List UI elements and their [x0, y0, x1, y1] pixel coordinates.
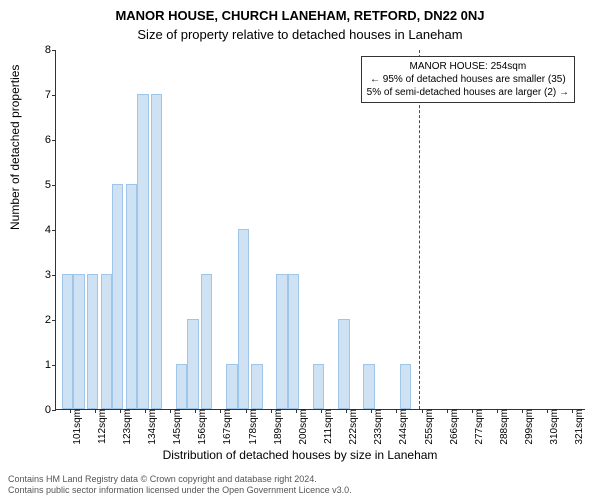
histogram-bar	[238, 229, 249, 409]
histogram-bar	[87, 274, 98, 409]
histogram-bar	[363, 364, 374, 409]
x-tick: 299sqm	[522, 409, 535, 445]
x-tick: 255sqm	[422, 409, 435, 445]
footer-attribution: Contains HM Land Registry data © Crown c…	[8, 474, 352, 496]
y-tick-mark	[52, 230, 56, 231]
x-axis-label: Distribution of detached houses by size …	[0, 448, 600, 462]
x-tick: 200sqm	[296, 409, 309, 445]
y-tick-mark	[52, 185, 56, 186]
y-tick-mark	[52, 365, 56, 366]
x-tick-mark	[572, 409, 573, 413]
x-tick: 288sqm	[497, 409, 510, 445]
x-tick-mark	[120, 409, 121, 413]
histogram-bar	[101, 274, 112, 409]
x-tick-mark	[220, 409, 221, 413]
x-tick: 321sqm	[572, 409, 585, 445]
x-tick: 167sqm	[220, 409, 233, 445]
x-tick: 178sqm	[246, 409, 259, 445]
annotation-title: MANOR HOUSE: 254sqm	[367, 60, 569, 73]
y-tick-mark	[52, 320, 56, 321]
x-tick: 189sqm	[271, 409, 284, 445]
x-tick-mark	[522, 409, 523, 413]
y-tick-mark	[52, 140, 56, 141]
x-tick: 101sqm	[70, 409, 83, 445]
histogram-bar	[313, 364, 324, 409]
x-tick: 233sqm	[371, 409, 384, 445]
y-tick-mark	[52, 95, 56, 96]
x-tick-mark	[547, 409, 548, 413]
histogram-bar	[73, 274, 84, 409]
x-tick: 244sqm	[396, 409, 409, 445]
annotation-box: MANOR HOUSE: 254sqm← 95% of detached hou…	[361, 56, 575, 103]
histogram-bar	[400, 364, 411, 409]
x-tick-mark	[170, 409, 171, 413]
x-tick: 211sqm	[321, 409, 334, 444]
x-tick-mark	[145, 409, 146, 413]
histogram-bar	[288, 274, 299, 409]
annotation-larger: 5% of semi-detached houses are larger (2…	[367, 86, 569, 99]
x-tick-mark	[95, 409, 96, 413]
plot-area: 012345678101sqm112sqm123sqm134sqm145sqm1…	[55, 50, 585, 410]
histogram-bar	[126, 184, 137, 409]
histogram-bar	[338, 319, 349, 409]
x-tick-mark	[447, 409, 448, 413]
histogram-bar	[137, 94, 148, 409]
property-marker-line	[419, 50, 420, 409]
y-axis-label: Number of detached properties	[8, 65, 22, 230]
x-tick-mark	[346, 409, 347, 413]
x-tick-mark	[70, 409, 71, 413]
x-tick-mark	[472, 409, 473, 413]
x-tick-mark	[195, 409, 196, 413]
histogram-bar	[276, 274, 287, 409]
y-tick-mark	[52, 50, 56, 51]
histogram-bar	[151, 94, 162, 409]
histogram-bar	[201, 274, 212, 409]
x-tick: 310sqm	[547, 409, 560, 445]
chart-subtitle: Size of property relative to detached ho…	[0, 23, 600, 42]
x-tick-mark	[271, 409, 272, 413]
histogram-bar	[62, 274, 73, 409]
x-tick-mark	[296, 409, 297, 413]
x-tick: 222sqm	[346, 409, 359, 445]
x-tick: 266sqm	[447, 409, 460, 445]
x-tick: 277sqm	[472, 409, 485, 445]
histogram-bar	[112, 184, 123, 409]
x-tick-mark	[497, 409, 498, 413]
footer-line1: Contains HM Land Registry data © Crown c…	[8, 474, 352, 485]
x-tick: 123sqm	[120, 409, 133, 445]
x-tick: 145sqm	[170, 409, 183, 445]
x-tick: 156sqm	[195, 409, 208, 445]
histogram-bar	[187, 319, 198, 409]
x-tick-mark	[321, 409, 322, 413]
annotation-smaller: ← 95% of detached houses are smaller (35…	[367, 73, 569, 86]
histogram-bar	[176, 364, 187, 409]
x-tick-mark	[422, 409, 423, 413]
footer-line2: Contains public sector information licen…	[8, 485, 352, 496]
y-tick-mark	[52, 275, 56, 276]
x-tick: 112sqm	[95, 409, 108, 444]
histogram-bar	[226, 364, 237, 409]
x-tick: 134sqm	[145, 409, 158, 445]
histogram-bar	[251, 364, 262, 409]
x-tick-mark	[396, 409, 397, 413]
chart-title-address: MANOR HOUSE, CHURCH LANEHAM, RETFORD, DN…	[0, 0, 600, 23]
y-tick-mark	[52, 410, 56, 411]
x-tick-mark	[246, 409, 247, 413]
x-tick-mark	[371, 409, 372, 413]
